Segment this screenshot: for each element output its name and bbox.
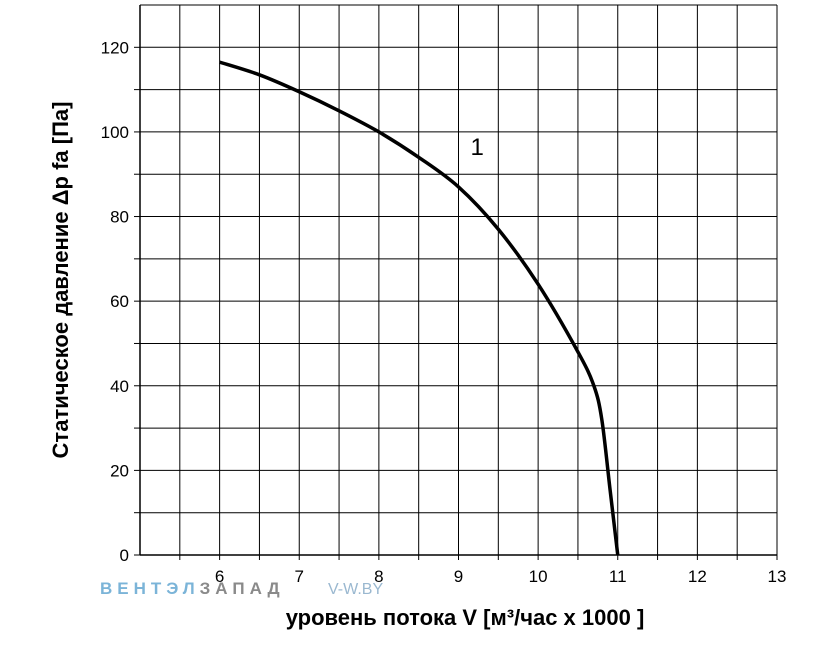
x-tick-label: 11 [609, 567, 627, 586]
x-tick-label: 7 [295, 567, 304, 586]
y-tick-label: 20 [110, 461, 129, 480]
y-tick-label: 100 [101, 123, 129, 142]
watermark: ВЕНТЭЛЗАПАД [100, 579, 285, 598]
x-tick-label: 8 [374, 567, 383, 586]
y-tick-label: 80 [110, 208, 129, 227]
chart-annotations: 1 [470, 134, 483, 161]
x-axis-label: уровень потока V [м³/час х 1000 ] [286, 605, 645, 630]
curve-label: 1 [470, 134, 483, 161]
x-tick-label: 9 [454, 567, 463, 586]
y-tick-label: 60 [110, 292, 129, 311]
x-tick-label: 6 [215, 567, 224, 586]
x-axis-ticks: 6 7 8 9 10 11 12 13 [179, 555, 787, 586]
y-axis-label: Статическое давление Δp fa [Па] [48, 102, 73, 459]
y-axis-ticks: 0 20 40 60 80 100 120 [101, 38, 140, 565]
y-tick-label: 120 [101, 38, 129, 57]
chart-series [219, 60, 620, 556]
x-tick-label: 12 [688, 567, 707, 586]
x-tick-label: 10 [529, 567, 548, 586]
watermark-part1: ВЕНТЭЛ [100, 579, 200, 598]
y-tick-label: 40 [110, 377, 129, 396]
watermark-site: V-W.BY [328, 581, 383, 598]
series-line-1 [219, 60, 620, 556]
x-tick-label: 13 [768, 567, 787, 586]
chart-grid [139, 4, 778, 556]
y-tick-label: 0 [120, 546, 129, 565]
watermark-part2: ЗАПАД [200, 579, 285, 598]
